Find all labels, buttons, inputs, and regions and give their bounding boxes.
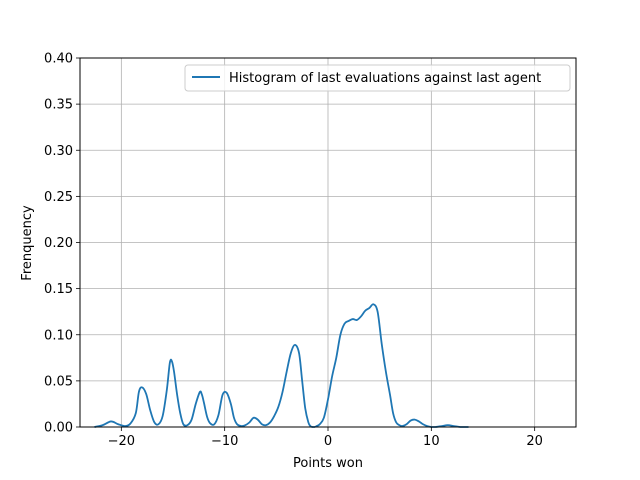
y-tick-label: 0.25 xyxy=(44,190,73,205)
x-tick-label: 0 xyxy=(324,434,332,449)
x-tick-label: −20 xyxy=(108,434,135,449)
y-axis: 0.00 0.05 0.10 0.15 0.20 0.25 0.30 0.35 0.40 xyxy=(44,52,80,436)
x-axis: −20 −10 0 10 20 xyxy=(108,427,543,449)
legend-box xyxy=(184,64,571,92)
y-tick-label: 0.15 xyxy=(44,282,73,297)
series-line xyxy=(94,303,469,428)
y-tick-label: 0.05 xyxy=(44,374,73,389)
x-axis-label: Points won xyxy=(293,456,363,471)
legend-label: Histogram of last evaluations against la… xyxy=(229,71,541,86)
y-tick-label: 0.35 xyxy=(44,98,73,113)
y-axis-label: Frenquency xyxy=(20,205,35,281)
legend: Histogram of last evaluations against la… xyxy=(184,64,571,92)
y-tick-label: 0.30 xyxy=(44,144,73,159)
x-tick-label: −10 xyxy=(211,434,238,449)
y-tick-label: 0.00 xyxy=(44,421,73,436)
plot-area xyxy=(94,303,469,428)
x-tick-label: 10 xyxy=(423,434,440,449)
y-tick-label: 0.20 xyxy=(44,236,73,251)
x-tick-label: 20 xyxy=(526,434,543,449)
y-tick-label: 0.10 xyxy=(44,328,73,343)
y-tick-label: 0.40 xyxy=(44,52,73,67)
